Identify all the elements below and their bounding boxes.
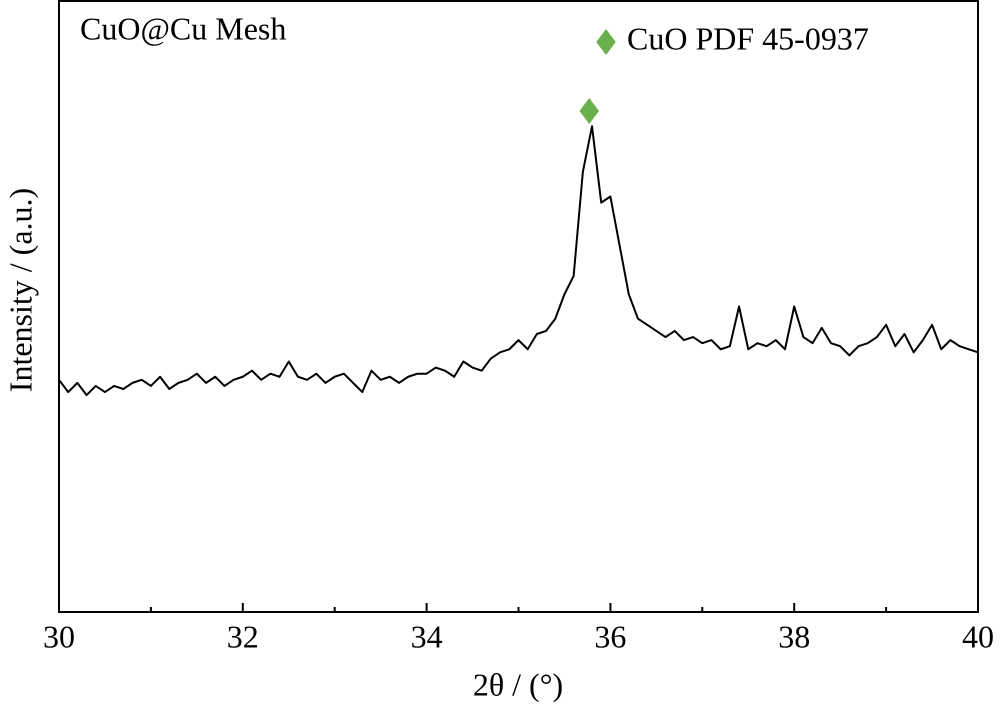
data-line: [58, 125, 979, 397]
x-tick-label: 30: [43, 618, 75, 654]
x-axis-label: 2θ / (°): [473, 666, 563, 702]
chart-title: CuO@Cu Mesh: [80, 10, 286, 46]
x-tick-label: 36: [594, 618, 626, 654]
x-tick-label: 32: [227, 618, 259, 654]
x-tick-label: 38: [778, 618, 810, 654]
peak-marker: [579, 97, 600, 124]
x-tick-label: 40: [962, 618, 994, 654]
x-tick-label: 34: [411, 618, 443, 654]
y-axis-label: Intensity / (a.u.): [2, 188, 38, 392]
legend-label: CuO PDF 45-0937: [627, 20, 869, 56]
legend-marker: [596, 29, 616, 55]
plot-frame: [58, 0, 979, 613]
